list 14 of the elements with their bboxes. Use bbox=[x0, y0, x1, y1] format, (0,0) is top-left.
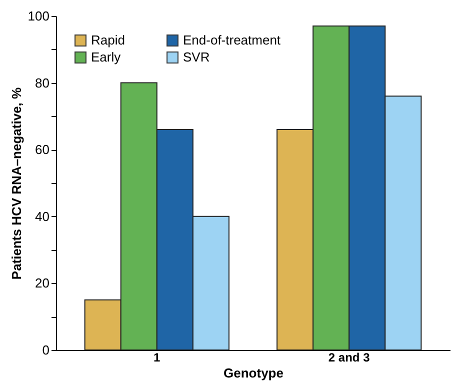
y-axis-title: Patients HCV RNA–negative, % bbox=[8, 86, 24, 280]
x-tick-label: 1 bbox=[154, 350, 161, 364]
legend-label: End-of-treatment bbox=[183, 32, 281, 48]
x-axis-title: Genotype bbox=[224, 366, 284, 380]
y-tick-label: 80 bbox=[35, 75, 50, 90]
legend-label: Early bbox=[91, 50, 122, 64]
y-tick-label: 0 bbox=[42, 342, 50, 358]
legend-label: SVR bbox=[183, 50, 210, 64]
y-tick-label: 20 bbox=[35, 276, 50, 291]
y-tick-label: 40 bbox=[35, 208, 50, 224]
legend-label: Rapid bbox=[91, 32, 125, 48]
y-tick-label: 100 bbox=[28, 8, 50, 24]
y-tick-label: 60 bbox=[35, 142, 50, 158]
x-tick-label: 2 and 3 bbox=[328, 350, 370, 364]
